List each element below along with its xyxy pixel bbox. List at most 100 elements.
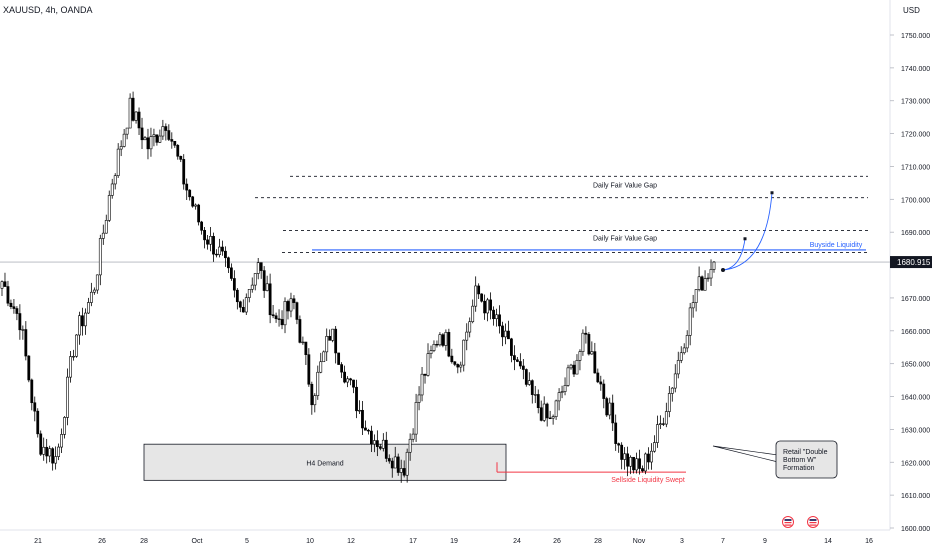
candle[interactable]	[515, 357, 519, 363]
candle[interactable]	[572, 360, 576, 377]
h4-demand-zone[interactable]	[143, 443, 507, 481]
candle[interactable]	[218, 238, 221, 258]
candle[interactable]	[501, 321, 504, 347]
candle[interactable]	[328, 329, 332, 341]
candle[interactable]	[638, 449, 641, 475]
candle[interactable]	[63, 416, 66, 439]
candle[interactable]	[27, 355, 31, 383]
candle[interactable]	[316, 365, 320, 400]
candle[interactable]	[48, 445, 52, 463]
candle[interactable]	[664, 402, 668, 428]
candle[interactable]	[262, 266, 266, 298]
candle[interactable]	[390, 457, 394, 478]
candle[interactable]	[30, 378, 34, 411]
candle[interactable]	[691, 294, 695, 318]
candle[interactable]	[581, 329, 585, 356]
candle[interactable]	[42, 437, 46, 461]
candle[interactable]	[518, 353, 522, 369]
candle[interactable]	[629, 455, 632, 475]
us-flag-icon[interactable]	[807, 516, 819, 528]
candle[interactable]	[173, 140, 177, 148]
candle[interactable]	[709, 259, 713, 286]
candle[interactable]	[51, 447, 55, 471]
candle[interactable]	[644, 452, 647, 475]
candle[interactable]	[209, 226, 212, 252]
candle[interactable]	[542, 396, 546, 423]
candle[interactable]	[414, 393, 418, 442]
candle[interactable]	[185, 178, 189, 201]
candle[interactable]	[122, 128, 126, 148]
candle[interactable]	[15, 306, 19, 321]
candle[interactable]	[489, 292, 492, 320]
candle[interactable]	[661, 417, 665, 427]
candle[interactable]	[322, 350, 326, 363]
candle[interactable]	[438, 332, 442, 347]
candle[interactable]	[623, 447, 627, 470]
candle[interactable]	[658, 415, 662, 430]
candle[interactable]	[349, 377, 352, 386]
candle[interactable]	[578, 349, 582, 371]
candle[interactable]	[164, 123, 168, 141]
callout-box[interactable]	[775, 440, 838, 479]
candle[interactable]	[480, 293, 484, 303]
candle[interactable]	[301, 336, 305, 345]
candle[interactable]	[486, 297, 489, 322]
candle[interactable]	[343, 365, 346, 384]
candle[interactable]	[608, 397, 612, 420]
candle[interactable]	[72, 349, 75, 361]
candle[interactable]	[104, 214, 108, 234]
candle[interactable]	[524, 368, 528, 387]
candle[interactable]	[554, 399, 558, 420]
candle[interactable]	[685, 330, 689, 353]
candle[interactable]	[402, 460, 406, 478]
candle[interactable]	[617, 442, 621, 453]
candle[interactable]	[635, 452, 638, 474]
candle[interactable]	[536, 389, 540, 414]
candle[interactable]	[530, 379, 534, 404]
candle[interactable]	[465, 323, 469, 351]
candle[interactable]	[200, 220, 203, 235]
candle[interactable]	[614, 414, 618, 451]
candle[interactable]	[89, 282, 93, 307]
candle[interactable]	[149, 127, 153, 157]
candle[interactable]	[110, 178, 114, 199]
candle[interactable]	[247, 289, 251, 303]
candle[interactable]	[411, 428, 415, 443]
candle[interactable]	[182, 154, 186, 190]
candle[interactable]	[274, 312, 278, 323]
candle[interactable]	[387, 454, 391, 464]
candle[interactable]	[697, 266, 701, 292]
candle[interactable]	[295, 301, 299, 325]
candle[interactable]	[679, 346, 683, 364]
candle[interactable]	[78, 311, 81, 345]
candle[interactable]	[9, 299, 13, 310]
projected-path[interactable]	[721, 191, 774, 272]
candle[interactable]	[447, 328, 451, 358]
candle[interactable]	[712, 261, 716, 273]
candle[interactable]	[60, 428, 63, 454]
candle[interactable]	[268, 273, 272, 324]
candle[interactable]	[161, 119, 165, 140]
candle[interactable]	[539, 400, 543, 422]
candle[interactable]	[101, 224, 105, 245]
candle[interactable]	[477, 283, 481, 300]
candle[interactable]	[426, 343, 430, 377]
candle[interactable]	[86, 297, 90, 314]
candle[interactable]	[655, 415, 659, 448]
candle[interactable]	[602, 379, 606, 409]
candle[interactable]	[670, 387, 674, 402]
candle[interactable]	[653, 435, 656, 453]
candle[interactable]	[241, 299, 245, 313]
candle[interactable]	[12, 298, 16, 314]
candle[interactable]	[253, 273, 257, 291]
candle[interactable]	[474, 276, 478, 312]
candle[interactable]	[384, 431, 388, 463]
candle[interactable]	[560, 385, 564, 399]
candle[interactable]	[33, 396, 37, 422]
candle[interactable]	[286, 299, 290, 320]
candle[interactable]	[197, 203, 201, 226]
candle[interactable]	[280, 310, 284, 330]
candle[interactable]	[355, 379, 358, 419]
candle[interactable]	[450, 348, 454, 364]
candle[interactable]	[700, 275, 704, 291]
